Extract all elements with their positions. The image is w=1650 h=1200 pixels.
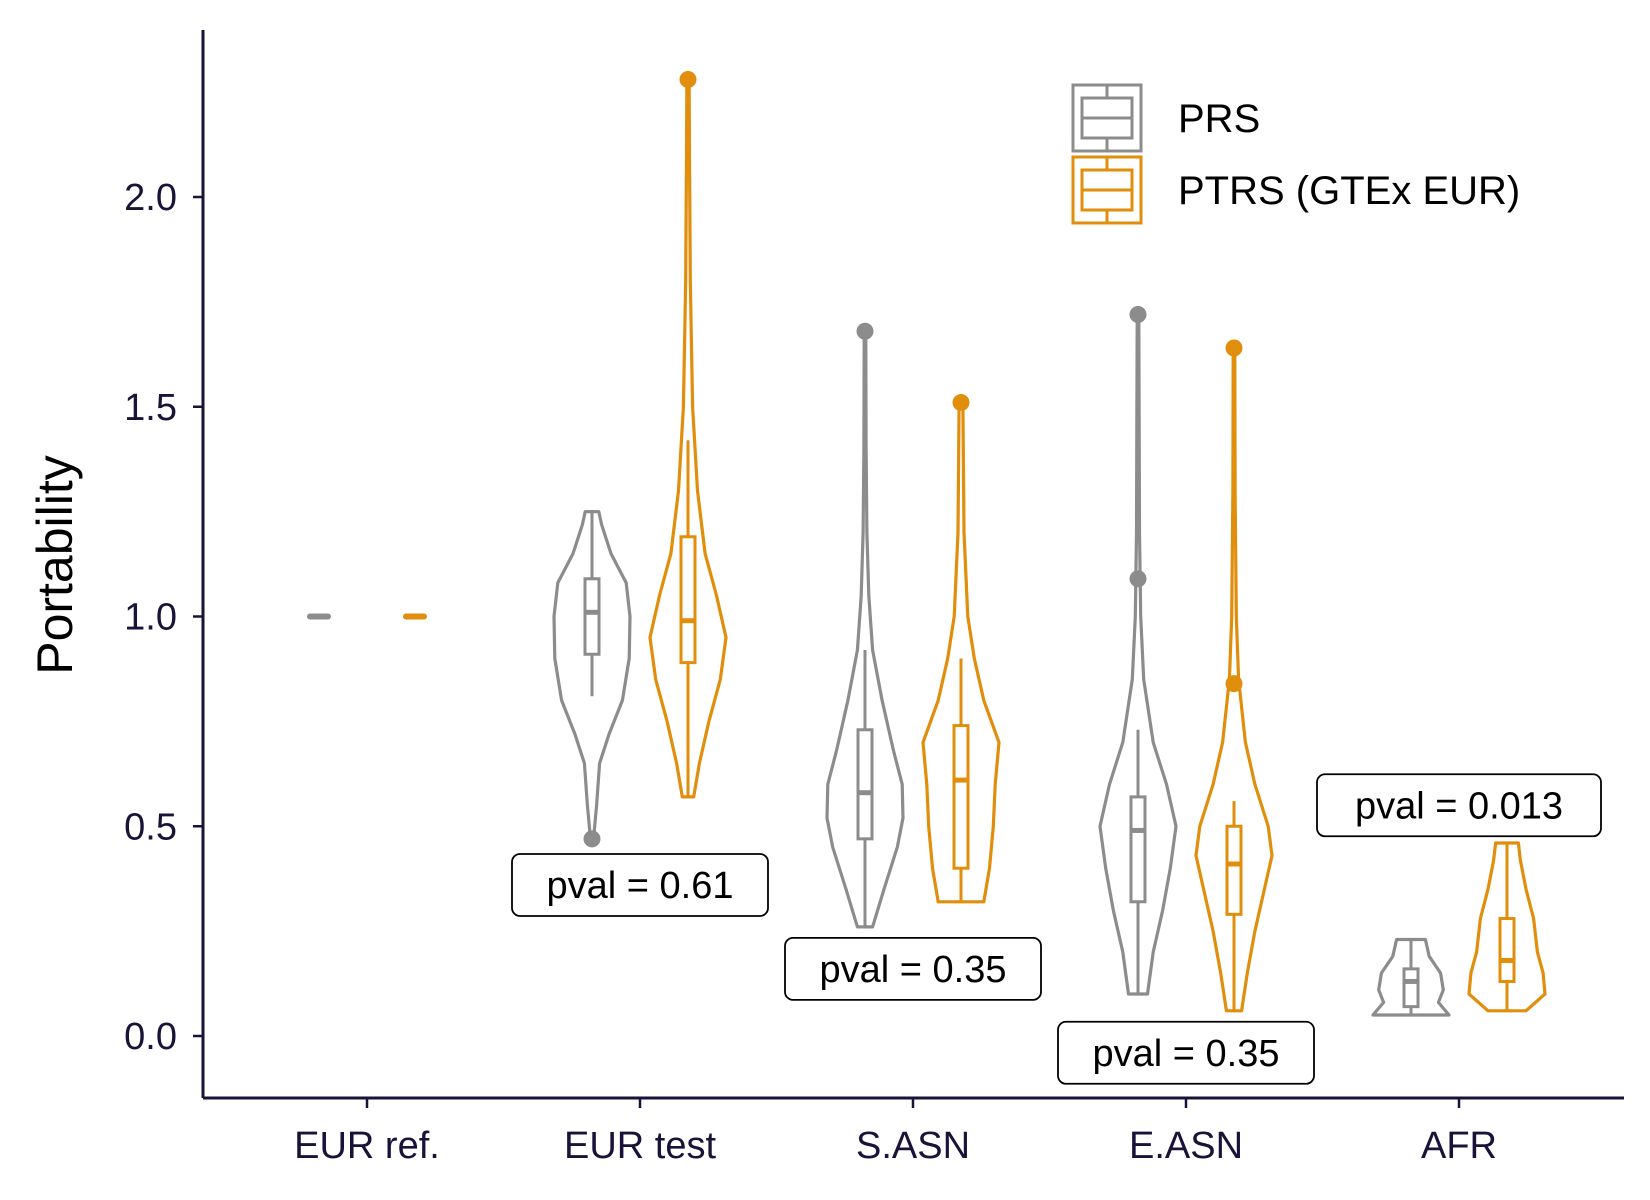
- series-ptrs-gtex-eur-e-asn-outlier-1: [1225, 339, 1243, 357]
- series-ptrs-gtex-eur-eur-test-box: [679, 535, 697, 665]
- x-tick-label-eur-ref: EUR ref.: [294, 1125, 440, 1167]
- legend-entry-prs: PRS: [1071, 83, 1260, 153]
- boxes-layer: [583, 440, 1516, 1016]
- x-tick-label-s-asn: S.ASN: [856, 1125, 970, 1167]
- x-tick-label-eur-test: EUR test: [564, 1125, 716, 1167]
- series-prs-s-asn-box: [856, 728, 874, 841]
- annotations-layer: pval = 0.61 pval = 0.35 pval = 0.35 pval = …: [511, 773, 1602, 1085]
- pval-box-s-asn: [784, 936, 1042, 1001]
- y-tick-label-2: 1.0: [124, 597, 177, 639]
- legend-entry-ptrs-gtex-eur: PTRS (GTEx EUR): [1071, 155, 1520, 225]
- series-prs-e-asn-outlier-1: [1129, 305, 1147, 323]
- pval-annotation-eur-test: pval = 0.61: [511, 853, 769, 917]
- series-prs-afr-violin: [1371, 937, 1451, 1017]
- legend-label-0: PRS: [1178, 97, 1260, 141]
- pval-box-afr: [1316, 773, 1602, 838]
- x-tick-label-e-asn: E.ASN: [1129, 1125, 1243, 1167]
- series-ptrs-gtex-eur-afr-violin: [1467, 841, 1547, 1013]
- series-prs-eur-test-outlier-0: [583, 830, 601, 848]
- legend: PRS PTRS (GTEx EUR): [1071, 83, 1520, 225]
- outliers-layer: [583, 71, 1243, 848]
- series-prs-eur-test-box: [583, 577, 601, 656]
- pval-box-e-asn: [1057, 1020, 1315, 1085]
- pval-label-eur-test: pval = 0.61: [547, 865, 734, 907]
- pval-label-e-asn: pval = 0.35: [1093, 1033, 1280, 1075]
- series-prs-e-asn-outlier-0: [1129, 570, 1147, 588]
- y-tick-label-1: 0.5: [124, 806, 177, 848]
- series-ptrs-gtex-eur-e-asn-outlier-0: [1225, 675, 1243, 693]
- series-ptrs-gtex-eur-e-asn-box: [1225, 824, 1243, 916]
- violins-layer: [307, 77, 1547, 1017]
- pval-label-s-asn: pval = 0.35: [820, 949, 1007, 991]
- series-prs-afr-box: [1402, 967, 1420, 1009]
- y-tick-label-4: 2.0: [124, 177, 177, 219]
- axes-layer: 0.0 0.5 1.0 1.5 2.0 EUR ref. EUR test S.ASN E.AS…: [124, 30, 1624, 1167]
- y-tick-label-0: 0.0: [124, 1016, 177, 1058]
- series-ptrs-gtex-eur-s-asn-box: [952, 724, 970, 870]
- pval-annotation-afr: pval = 0.013: [1316, 773, 1602, 838]
- pval-annotation-s-asn: pval = 0.35: [784, 936, 1042, 1001]
- series-ptrs-gtex-eur-s-asn-outlier-0: [952, 394, 970, 412]
- series-prs-e-asn-box: [1129, 795, 1147, 904]
- legend-label-1: PTRS (GTEx EUR): [1178, 169, 1520, 213]
- x-tick-label-afr: AFR: [1421, 1125, 1497, 1167]
- y-tick-label-3: 1.5: [124, 387, 177, 429]
- series-prs-s-asn-outlier-0: [856, 322, 874, 340]
- series-ptrs-gtex-eur-eur-test-outlier-0: [679, 71, 697, 89]
- pval-annotation-e-asn: pval = 0.35: [1057, 1020, 1315, 1085]
- series-prs-eur-test-violin: [552, 510, 632, 841]
- pval-label-afr: pval = 0.013: [1355, 785, 1563, 827]
- series-ptrs-gtex-eur-afr-box: [1498, 917, 1516, 983]
- pval-box-eur-test: [511, 853, 769, 917]
- y-axis-title: Portability: [27, 455, 83, 675]
